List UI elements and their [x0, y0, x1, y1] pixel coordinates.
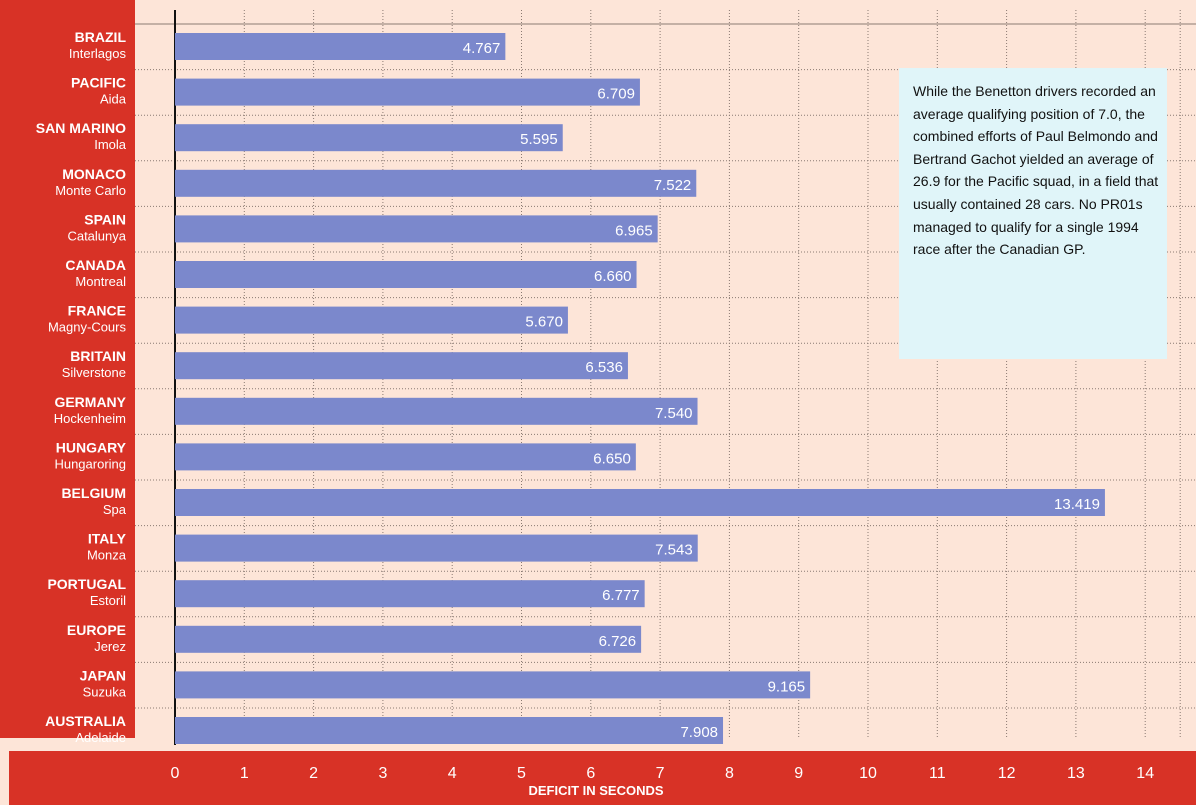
bar-value-label: 6.709	[597, 86, 635, 103]
category-name: SPAIN	[84, 211, 126, 227]
bar	[175, 717, 724, 744]
category-circuit: Imola	[94, 137, 127, 152]
bar	[175, 261, 637, 288]
bar	[175, 33, 506, 60]
category-circuit: Aida	[100, 92, 127, 107]
annotation-box: While the Benetton drivers recorded an a…	[899, 68, 1167, 359]
bar-value-label: 7.543	[655, 542, 693, 559]
bar	[175, 443, 636, 471]
bar-value-label: 6.965	[615, 222, 653, 239]
category-circuit: Estoril	[90, 593, 126, 608]
category-circuit: Monza	[87, 548, 127, 563]
x-axis-bar	[9, 751, 1196, 805]
category-circuit: Hockenheim	[54, 411, 126, 426]
category-name: BELGIUM	[61, 485, 126, 501]
x-tick-label: 7	[656, 765, 665, 782]
bar-value-label: 7.908	[680, 724, 718, 741]
bar	[175, 169, 697, 197]
x-tick-labels: 0 1 2 3 4 5 6 7 8 9 10 11 12 13 14	[171, 765, 1155, 782]
category-circuit: Hungaroring	[54, 456, 126, 471]
bar	[175, 352, 628, 380]
x-tick-label: 8	[725, 765, 734, 782]
category-label-column	[0, 0, 135, 738]
category-name: BRITAIN	[70, 348, 126, 364]
category-name: EUROPE	[67, 622, 126, 638]
bar-value-label: 13.419	[1054, 496, 1100, 513]
x-tick-label: 2	[309, 765, 318, 782]
x-tick-label: 11	[929, 765, 946, 782]
category-name: MONACO	[62, 166, 126, 182]
x-tick-label: 0	[171, 765, 180, 782]
bar	[175, 671, 811, 699]
bar	[175, 534, 698, 562]
category-name: JAPAN	[80, 667, 126, 683]
category-name: FRANCE	[68, 303, 126, 319]
x-tick-label: 9	[794, 765, 803, 782]
category-circuit: Montreal	[75, 274, 126, 289]
bar	[175, 124, 563, 152]
category-circuit: Adelaide	[75, 730, 126, 745]
category-circuit: Silverstone	[62, 365, 126, 380]
x-tick-label: 5	[517, 765, 526, 782]
category-name: AUSTRALIA	[45, 713, 126, 729]
category-name: HUNGARY	[56, 439, 127, 455]
bar-value-label: 5.595	[520, 131, 558, 148]
bar-value-label: 7.522	[654, 177, 692, 194]
x-tick-label: 10	[859, 765, 877, 782]
category-circuit: Suzuka	[83, 684, 127, 699]
x-tick-label: 6	[586, 765, 595, 782]
bar-value-label: 6.536	[585, 359, 623, 376]
x-axis-label: DEFICIT IN SECONDS	[528, 783, 663, 798]
category-circuit: Magny-Cours	[48, 320, 127, 335]
bar-value-label: 5.670	[525, 314, 563, 331]
bar	[175, 306, 568, 334]
x-tick-label: 1	[240, 765, 249, 782]
bar-value-label: 6.660	[594, 268, 632, 285]
bar-value-label: 6.777	[602, 587, 640, 604]
category-name: PORTUGAL	[47, 576, 126, 592]
category-name: ITALY	[88, 531, 127, 547]
bar	[175, 215, 658, 243]
x-tick-label: 12	[998, 765, 1016, 782]
bar-value-label: 6.650	[593, 450, 631, 467]
category-circuit: Spa	[103, 502, 127, 517]
x-tick-label: 3	[378, 765, 387, 782]
bars: 4.767 6.709 5.595 7.522 6.965 6.660 5.670 6.536…	[175, 33, 1105, 744]
category-name: SAN MARINO	[36, 120, 126, 136]
bar	[175, 78, 640, 106]
category-name: BRAZIL	[75, 29, 127, 45]
category-circuit: Catalunya	[67, 228, 126, 243]
x-tick-label: 14	[1136, 765, 1154, 782]
category-circuit: Interlagos	[69, 46, 127, 61]
bar	[175, 489, 1105, 516]
x-tick-label: 4	[448, 765, 457, 782]
category-name: GERMANY	[54, 394, 126, 410]
bar	[175, 625, 642, 653]
category-name: PACIFIC	[71, 75, 126, 91]
category-name: CANADA	[65, 257, 126, 273]
bar	[175, 580, 645, 608]
category-circuit: Monte Carlo	[55, 183, 126, 198]
category-circuit: Jerez	[94, 639, 126, 654]
x-tick-label: 13	[1067, 765, 1085, 782]
bar-value-label: 9.165	[768, 678, 806, 695]
bar	[175, 397, 698, 425]
bar-value-label: 7.540	[655, 405, 693, 422]
bar-value-label: 4.767	[463, 40, 501, 57]
bar-value-label: 6.726	[599, 633, 637, 650]
